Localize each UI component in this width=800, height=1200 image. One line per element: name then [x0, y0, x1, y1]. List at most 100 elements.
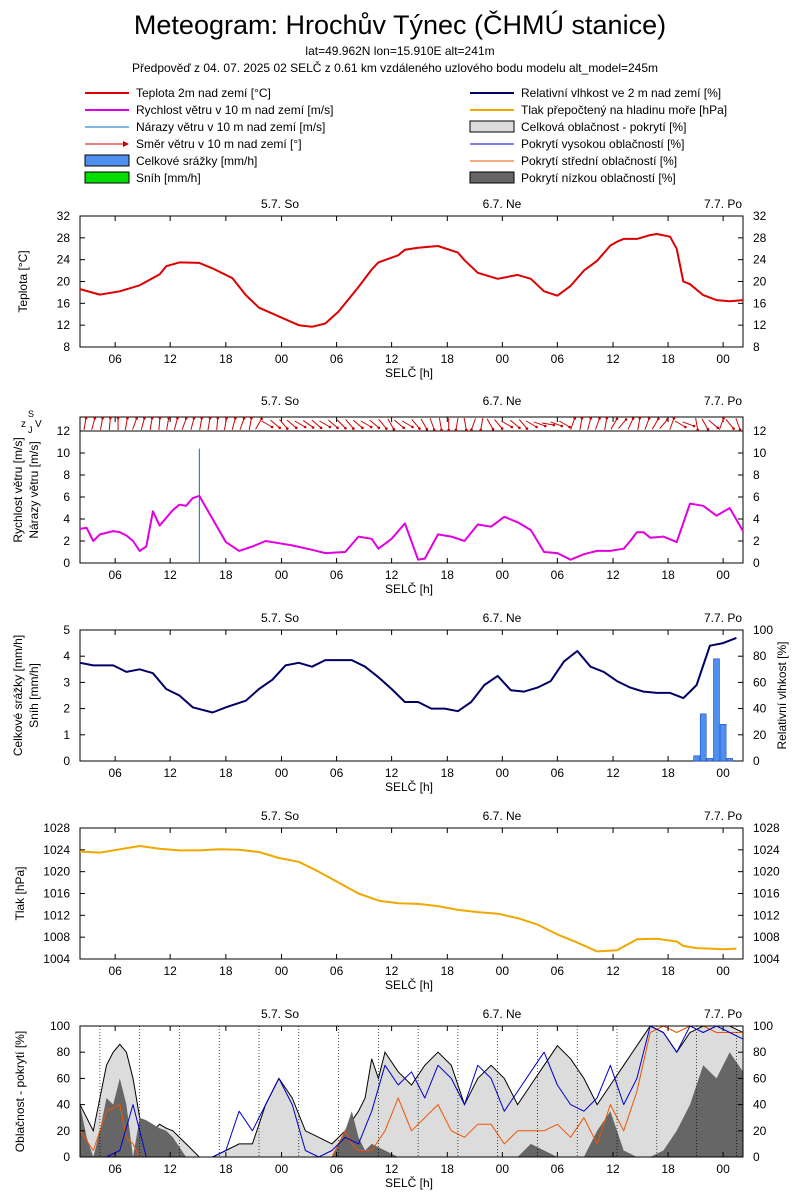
wind-direction-arrowhead — [116, 416, 120, 420]
x-tick-label: 18 — [219, 352, 233, 366]
wind-direction-arrowhead — [402, 426, 405, 430]
plot-frame — [79, 416, 744, 564]
wind-direction-arrow — [173, 418, 178, 430]
wind-direction-arrowhead — [225, 416, 228, 420]
precip-bar — [699, 713, 707, 762]
wind-direction-arrowhead — [158, 416, 162, 420]
precip-y-axis-label: Celkové srážky [mm/h] — [11, 635, 25, 756]
wind-direction-arrowhead — [319, 426, 323, 430]
x-axis-label: SELČ [h] — [385, 977, 433, 992]
temp-y-right-tick-label: 16 — [753, 296, 767, 310]
wind-direction-arrowhead — [270, 425, 274, 429]
wind-direction-arrow — [570, 418, 576, 430]
wind-direction-arrow — [248, 418, 252, 430]
x-tick-label: 12 — [163, 766, 177, 780]
wind-direction-arrowhead — [631, 417, 635, 420]
wind-direction-arrowhead — [260, 417, 263, 421]
pressure-y-tick-label: 1028 — [43, 821, 70, 835]
x-tick-label: 06 — [551, 964, 565, 978]
wind-direction-arrowhead — [543, 424, 547, 428]
wind-direction-arrow — [336, 419, 346, 429]
plot-frame — [79, 1025, 744, 1158]
wind-direction-arrowhead — [535, 425, 538, 429]
wind-direction-arrowhead — [470, 428, 473, 431]
wind-direction-arrowhead — [369, 425, 373, 429]
wind-direction-arrowhead — [647, 417, 651, 420]
wind-direction-arrowhead — [303, 425, 307, 429]
wind-direction-arrowhead — [666, 418, 669, 421]
wind-y-right-tick-label: 8 — [753, 468, 760, 482]
x-tick-label: 00 — [496, 352, 510, 366]
wind-direction-arrow — [718, 418, 724, 430]
pressure-y-right-tick-label: 1012 — [753, 908, 780, 922]
x-tick-label: 18 — [441, 352, 455, 366]
temp-y-tick-label: 32 — [57, 209, 71, 223]
wind-direction-arrow — [360, 420, 372, 428]
day-label: 7.7. Po — [704, 197, 742, 211]
wind-direction-arrowhead — [624, 418, 628, 421]
wind-direction-arrowhead — [328, 425, 332, 429]
x-tick-label: 18 — [219, 568, 233, 582]
pressure-y-tick-label: 1004 — [43, 952, 70, 966]
temp-y-right-tick-label: 12 — [753, 318, 767, 332]
wind-direction-arrowhead — [285, 427, 289, 430]
x-tick-label: 06 — [330, 352, 344, 366]
cloud-y-right-tick-label: 80 — [753, 1045, 767, 1059]
x-tick-label: 18 — [219, 1162, 233, 1176]
wind-direction-arrow — [579, 418, 583, 430]
x-tick-label: 12 — [385, 568, 399, 582]
x-tick-label: 00 — [716, 568, 730, 582]
x-tick-label: 12 — [163, 1162, 177, 1176]
cloud-y-tick-label: 20 — [57, 1124, 71, 1138]
cloud-y-right-tick-label: 100 — [753, 1019, 773, 1033]
x-tick-label: 06 — [108, 352, 122, 366]
legend-swatch-box — [469, 171, 515, 184]
wind-direction-arrow — [294, 420, 306, 428]
wind-direction-arrowhead — [657, 417, 660, 421]
wind-direction-arrowhead — [552, 423, 556, 427]
wind-direction-arrow — [470, 418, 477, 430]
wind-direction-arrow — [140, 418, 145, 430]
wind-direction-arrow — [158, 417, 161, 431]
wind-direction-arrowhead — [167, 416, 171, 420]
legend-label: Rychlost větru v 10 m nad zemí [m/s] — [136, 103, 333, 117]
x-tick-label: 00 — [275, 1162, 289, 1176]
legend-swatch-box — [469, 120, 515, 133]
wind-y-right-tick-label: 10 — [753, 446, 767, 460]
wind-direction-arrowhead — [200, 416, 204, 420]
x-tick-label: 06 — [551, 352, 565, 366]
wind-direction-arrow — [618, 419, 627, 429]
x-tick-label: 18 — [219, 766, 233, 780]
wind-direction-arrowhead — [573, 417, 577, 420]
legend-label: Pokrytí střední oblačností [%] — [521, 154, 677, 168]
wind-direction-arrowhead — [234, 416, 237, 420]
wind-direction-arrow — [604, 418, 608, 430]
wind-direction-arrow — [166, 418, 170, 430]
pressure-y-tick-label: 1012 — [43, 908, 70, 922]
wind-direction-arrow — [394, 419, 405, 429]
temp-y-axis-label: Teplota [°C] — [16, 250, 30, 312]
x-tick-label: 18 — [441, 1162, 455, 1176]
wind-direction-arrow — [480, 418, 484, 430]
pressure-y-tick-label: 1024 — [43, 843, 70, 857]
x-tick-label: 00 — [716, 352, 730, 366]
direction-label-v: V — [35, 419, 42, 430]
wind-direction-arrow — [411, 419, 420, 429]
pressure-y-axis-label: Tlak [hPa] — [13, 866, 27, 920]
wind-direction-arrow — [91, 418, 96, 430]
wind-direction-arrow — [207, 418, 211, 430]
wind-direction-arrow — [319, 420, 331, 428]
wind-direction-arrowhead — [101, 416, 104, 420]
wind-direction-arrow — [149, 418, 153, 430]
x-tick-label: 12 — [163, 964, 177, 978]
x-tick-label: 18 — [441, 766, 455, 780]
legend-label: Nárazy větru v 10 m nad zemí [m/s] — [136, 120, 325, 134]
wind-direction-arrow — [550, 421, 562, 427]
wind-direction-arrowhead — [294, 426, 298, 430]
direction-label-s: S — [28, 409, 34, 419]
temp-y-tick-label: 28 — [57, 231, 71, 245]
wind-direction-arrow — [518, 419, 528, 429]
legend-label: Celková oblačnost - pokrytí [%] — [521, 120, 686, 134]
temp-y-right-tick-label: 8 — [753, 340, 760, 354]
wind-direction-arrow — [438, 418, 442, 430]
